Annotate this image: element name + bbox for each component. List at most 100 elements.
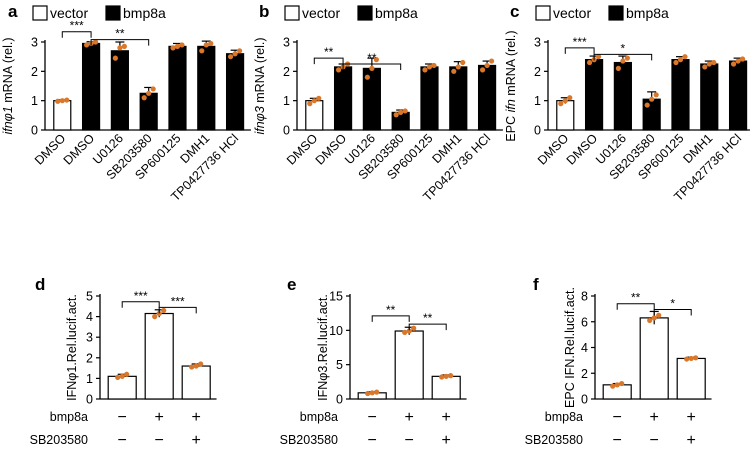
- data-point: [203, 42, 209, 48]
- data-point: [316, 95, 322, 101]
- data-point: [706, 61, 712, 67]
- data-point: [595, 54, 602, 60]
- data-point: [439, 374, 445, 380]
- data-point: [656, 312, 662, 318]
- y-tick-label: 10: [329, 324, 343, 338]
- bar: [53, 100, 72, 131]
- condition-sign: −: [613, 409, 622, 426]
- y-axis-title: ifnφ1 mRNA (rel.): [1, 37, 15, 134]
- condition-sign: +: [192, 432, 201, 449]
- y-tick-label: 2: [31, 65, 38, 79]
- category-label: DMSO: [313, 131, 350, 168]
- y-axis-title: IFNφ1.Rel.lucif.act.: [65, 294, 79, 401]
- data-point: [112, 55, 118, 61]
- y-tick-label: 4: [581, 341, 588, 355]
- y-tick-label: 3: [86, 331, 93, 345]
- legend-swatch-bmp8a: [105, 5, 121, 21]
- condition-row-label: bmp8a: [545, 410, 583, 424]
- data-point: [693, 355, 699, 361]
- y-axis-title-gene: ifnφ3: [253, 106, 267, 134]
- y-tick-label: 8: [581, 290, 588, 304]
- y-axis-title: EPC ifn mRNA (rel.): [504, 30, 518, 141]
- legend-swatch-bmp8a: [357, 5, 373, 21]
- y-tick-label: 6: [581, 315, 588, 329]
- data-point: [651, 315, 657, 321]
- panel-letter-b: b: [259, 2, 269, 21]
- data-point: [161, 307, 167, 314]
- data-point: [55, 98, 61, 104]
- condition-sign: −: [118, 409, 127, 426]
- legend-label-bmp8a: bmp8a: [375, 5, 418, 21]
- y-axis-title-prefix: EPC: [504, 112, 518, 141]
- data-point: [422, 67, 428, 73]
- bar: [168, 45, 187, 131]
- data-point: [653, 92, 659, 98]
- data-point: [406, 328, 412, 334]
- data-point: [488, 58, 495, 64]
- condition-row-label: SB203580: [280, 433, 338, 447]
- significance-bracket: [564, 47, 595, 54]
- bar: [225, 53, 245, 131]
- y-tick-label: 2: [86, 351, 93, 365]
- y-tick-label: 1: [86, 372, 93, 386]
- y-tick-label: 1: [31, 94, 38, 108]
- y-tick-label: 0: [336, 393, 343, 407]
- condition-row-label: bmp8a: [50, 410, 88, 424]
- data-point: [208, 40, 214, 47]
- condition-sign: −: [613, 432, 622, 449]
- data-point: [393, 112, 399, 118]
- condition-sign: +: [442, 432, 451, 449]
- bar: [110, 50, 129, 131]
- condition-sign: +: [405, 409, 414, 426]
- legend-label-vector: vector: [302, 5, 340, 21]
- y-tick-label: 5: [86, 290, 93, 304]
- bar: [107, 375, 137, 400]
- bar: [671, 58, 690, 131]
- significance-bracket: [408, 323, 447, 331]
- data-point: [117, 45, 123, 51]
- data-point: [624, 55, 630, 61]
- condition-row-label: SB203580: [30, 433, 88, 447]
- data-point: [311, 98, 317, 104]
- data-point: [369, 390, 375, 396]
- data-point: [307, 101, 313, 107]
- legend-swatch-vector: [535, 5, 551, 21]
- bar: [728, 60, 748, 131]
- bar: [449, 66, 468, 131]
- panel-letter-f: f: [533, 275, 539, 294]
- significance-label: **: [367, 51, 377, 65]
- condition-sign: +: [650, 409, 659, 426]
- y-tick-label: 3: [534, 36, 541, 50]
- data-point: [558, 101, 564, 107]
- data-point: [398, 109, 404, 115]
- bar: [420, 66, 439, 131]
- panel-letter-d: d: [35, 275, 45, 294]
- data-point: [115, 374, 121, 380]
- data-point: [479, 67, 486, 73]
- y-tick-label: 0: [86, 393, 93, 407]
- y-axis-title-rest: mRNA (rel.): [1, 37, 15, 106]
- data-point: [369, 65, 375, 71]
- data-point: [567, 95, 573, 101]
- condition-row-label: SB203580: [525, 433, 583, 447]
- y-tick-label: 1: [283, 94, 290, 108]
- data-point: [402, 108, 408, 114]
- bar: [181, 365, 211, 400]
- data-point: [739, 56, 746, 62]
- data-point: [562, 98, 568, 104]
- data-point: [150, 86, 156, 92]
- y-axis-title: IFNφ3.Rel.lucif.act.: [316, 294, 330, 401]
- data-point: [615, 65, 621, 71]
- data-point: [443, 373, 449, 379]
- condition-sign: −: [405, 432, 414, 449]
- data-point: [59, 98, 65, 104]
- significance-label: ***: [70, 19, 84, 33]
- data-point: [619, 380, 625, 387]
- y-tick-label: 0: [283, 124, 290, 138]
- y-tick-label: 5: [336, 358, 343, 372]
- data-point: [673, 59, 679, 66]
- bar: [431, 375, 461, 400]
- data-point: [402, 329, 408, 335]
